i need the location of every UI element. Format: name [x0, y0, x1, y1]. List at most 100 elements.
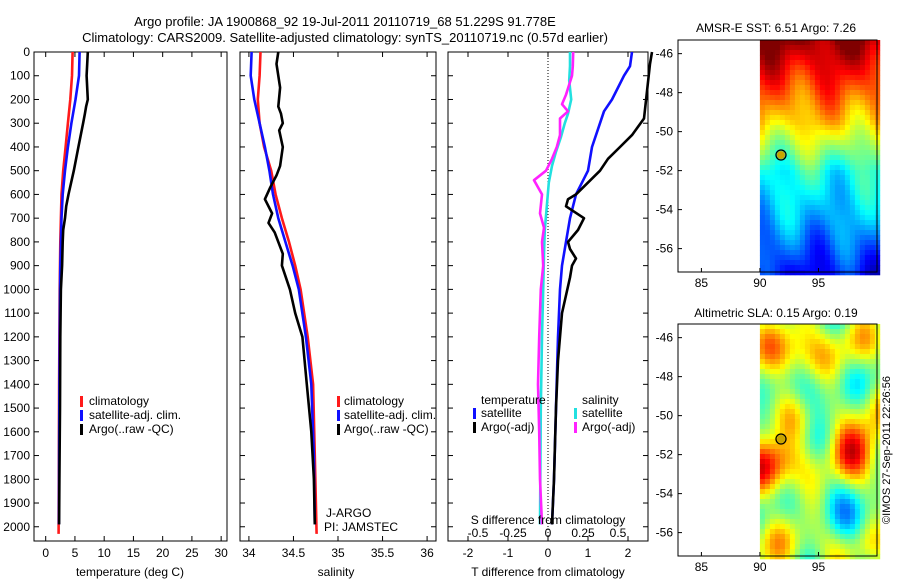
heatmap-cell — [859, 494, 866, 500]
heatmap-cell — [789, 70, 796, 76]
heatmap-cell — [874, 429, 881, 435]
heatmap-cell — [779, 50, 786, 56]
heatmap-cell — [839, 140, 846, 146]
heatmap-cell — [854, 404, 861, 410]
heatmap-cell — [759, 170, 766, 176]
heatmap-cell — [854, 150, 861, 156]
heatmap-cell — [849, 369, 856, 375]
heatmap-cell — [839, 115, 846, 121]
legend-label-argo: Argo(..raw -QC) — [89, 422, 174, 436]
heatmap-cell — [829, 60, 836, 66]
heatmap-cell — [819, 40, 826, 46]
heatmap-cell — [789, 484, 796, 490]
heatmap-cell — [849, 414, 856, 420]
heatmap-cell — [789, 45, 796, 51]
heatmap-cell — [849, 255, 856, 261]
heatmap-cell — [769, 110, 776, 116]
heatmap-cell — [874, 374, 881, 380]
heatmap-cell — [789, 519, 796, 525]
heatmap-cell — [839, 125, 846, 131]
heatmap-cell — [869, 215, 876, 221]
heatmap-cell — [814, 40, 821, 46]
heatmap-cell — [819, 424, 826, 430]
heatmap-cell — [799, 245, 806, 251]
heatmap-cell — [769, 200, 776, 206]
heatmap-cell — [819, 344, 826, 350]
heatmap-cell — [854, 459, 861, 465]
heatmap-cell — [794, 235, 801, 241]
x-tick-label: 35 — [331, 546, 345, 560]
heatmap-cell — [799, 95, 806, 101]
heatmap-cell — [764, 150, 771, 156]
heatmap-cell — [799, 195, 806, 201]
heatmap-cell — [769, 45, 776, 51]
heatmap-cell — [799, 175, 806, 181]
heatmap-cell — [874, 270, 881, 276]
heatmap-cell — [774, 120, 781, 126]
heatmap-cell — [804, 464, 811, 470]
heatmap-cell — [874, 235, 881, 241]
heatmap-cell — [829, 344, 836, 350]
heatmap-cell — [844, 384, 851, 390]
heatmap-cell — [809, 265, 816, 271]
heatmap-cell — [794, 210, 801, 216]
heatmap-cell — [874, 80, 881, 86]
heatmap-cell — [794, 524, 801, 530]
heatmap-cell — [849, 140, 856, 146]
heatmap-cell — [869, 175, 876, 181]
heatmap-cell — [874, 529, 881, 535]
heatmap-cell — [789, 175, 796, 181]
heatmap-cell — [814, 60, 821, 66]
heatmap-cell — [869, 464, 876, 470]
heatmap-cell — [759, 369, 766, 375]
heatmap-cell — [774, 40, 781, 46]
heatmap-cell — [859, 135, 866, 141]
heatmap-cell — [779, 40, 786, 46]
heatmap-cell — [789, 265, 796, 271]
y-tick-label: 1800 — [3, 472, 30, 486]
heatmap-cell — [784, 170, 791, 176]
y-tick-label: 2000 — [3, 520, 30, 534]
heatmap-cell — [809, 384, 816, 390]
heatmap-cell — [824, 205, 831, 211]
heatmap-cell — [764, 245, 771, 251]
heatmap-cell — [844, 190, 851, 196]
heatmap-cell — [864, 439, 871, 445]
heatmap-cell — [854, 529, 861, 535]
heatmap-cell — [869, 195, 876, 201]
heatmap-cell — [809, 65, 816, 71]
heatmap-cell — [789, 135, 796, 141]
heatmap-cell — [874, 349, 881, 355]
heatmap-cell — [849, 210, 856, 216]
heatmap-cell — [804, 140, 811, 146]
heatmap-cell — [819, 220, 826, 226]
heatmap-cell — [804, 85, 811, 91]
heatmap-cell — [834, 115, 841, 121]
heatmap-cell — [869, 220, 876, 226]
heatmap-cell — [864, 105, 871, 111]
heatmap-cell — [854, 230, 861, 236]
heatmap-cell — [764, 235, 771, 241]
heatmap-cell — [864, 85, 871, 91]
heatmap-cell — [849, 539, 856, 545]
heatmap-cell — [759, 494, 766, 500]
heatmap-cell — [864, 165, 871, 171]
heatmap-cell — [799, 474, 806, 480]
heatmap-cell — [774, 549, 781, 555]
heatmap-cell — [849, 185, 856, 191]
heatmap-cell — [799, 544, 806, 550]
heatmap-cell — [874, 250, 881, 256]
heatmap-cell — [764, 489, 771, 495]
heatmap-cell — [834, 414, 841, 420]
heatmap-cell — [759, 444, 766, 450]
y-tick-label: 700 — [10, 211, 30, 225]
legend-label-t-argo: Argo(-adj) — [481, 420, 534, 434]
heatmap-cell — [799, 549, 806, 555]
heatmap-cell — [764, 434, 771, 440]
heatmap-cell — [874, 170, 881, 176]
heatmap-cell — [774, 65, 781, 71]
heatmap-cell — [794, 195, 801, 201]
heatmap-cell — [859, 155, 866, 161]
heatmap-cell — [819, 265, 826, 271]
heatmap-cell — [844, 369, 851, 375]
